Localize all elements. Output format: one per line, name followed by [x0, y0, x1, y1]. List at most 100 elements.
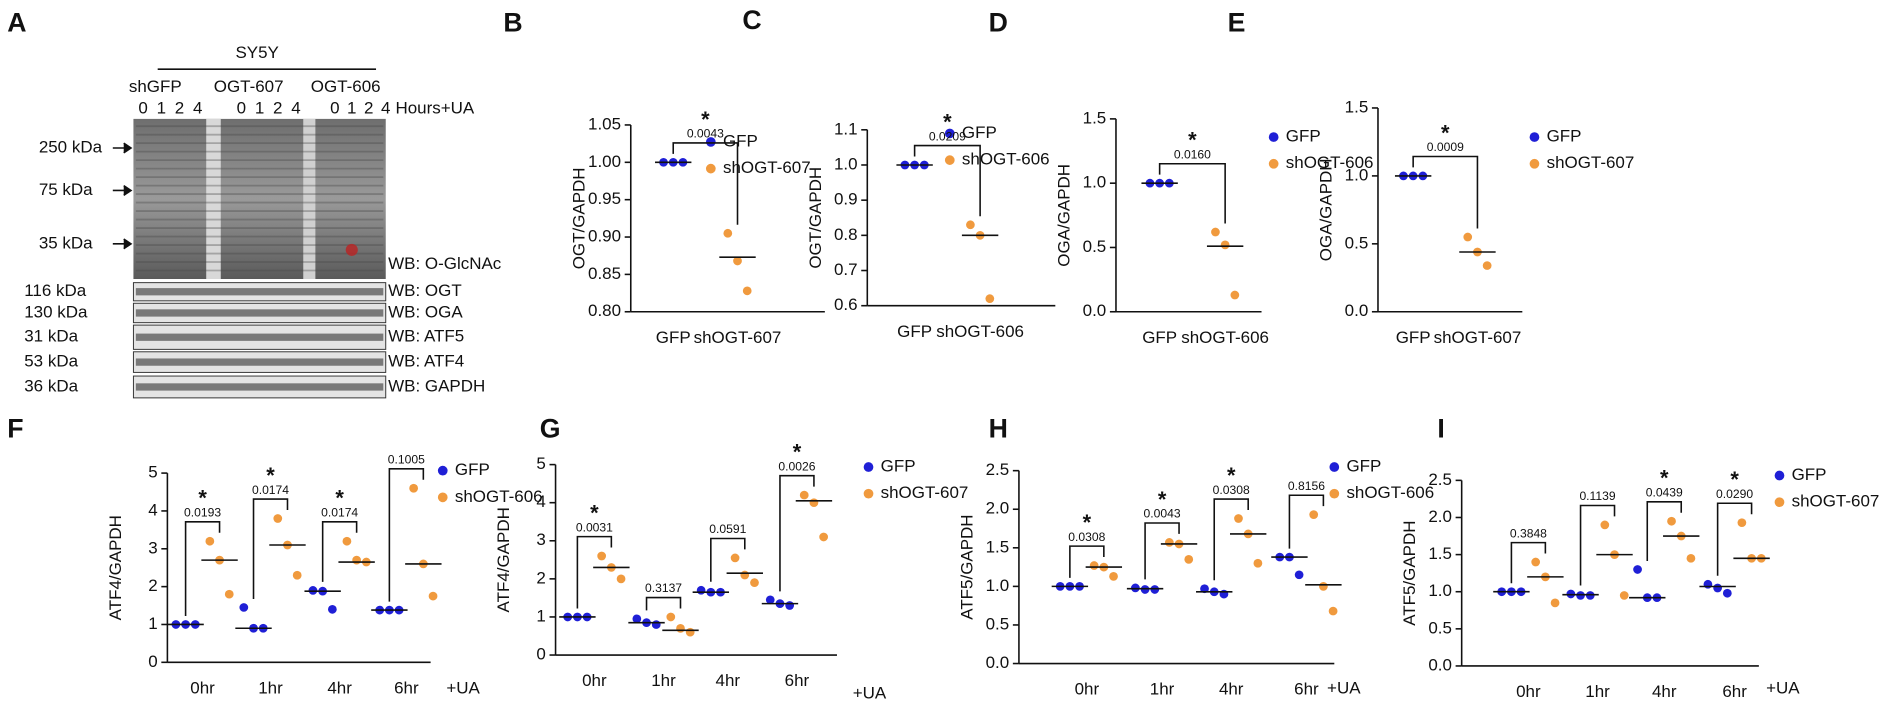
data-point [1686, 553, 1696, 563]
legend-label: GFP [1286, 127, 1321, 146]
data-point [1600, 520, 1610, 530]
significance-bracket [779, 474, 815, 592]
significance-bracket [321, 521, 358, 582]
legend-label: shOGT-607 [1547, 153, 1635, 172]
legend-marker [863, 462, 874, 472]
x-tick-label: 6hr [394, 678, 419, 697]
y-tick-label: 4 [148, 500, 157, 519]
significance-bracket [1412, 155, 1479, 229]
legend-marker [1774, 497, 1785, 508]
data-point [1722, 588, 1732, 598]
x-extra-label: +UA [853, 683, 887, 702]
data-point [616, 574, 626, 584]
data-point [1184, 555, 1194, 564]
data-point [651, 620, 661, 629]
data-point [1319, 582, 1328, 591]
p-value: 0.0043 [687, 127, 724, 141]
data-point [1253, 558, 1263, 568]
strip-band [135, 309, 384, 317]
strip-label: WB: ATF4 [388, 352, 464, 371]
significance-bracket [576, 535, 613, 609]
legend-label: GFP [1792, 465, 1827, 484]
legend-marker [437, 465, 448, 476]
significance-bracket [252, 498, 289, 599]
y-tick-label: 3 [536, 530, 545, 549]
x-tick-label: 0hr [1075, 680, 1100, 699]
data-point [740, 570, 750, 580]
lane-label: 1 [255, 99, 264, 118]
data-point [723, 228, 733, 238]
legend-label: GFP [881, 457, 916, 476]
significance-star: * [590, 501, 599, 526]
lane-label: 1 [157, 99, 166, 118]
significance-bracket [913, 144, 981, 217]
legend-label: GFP [723, 131, 758, 150]
data-point [799, 490, 809, 500]
data-point [1089, 561, 1099, 570]
strip-label: WB: GAPDH [388, 376, 485, 395]
p-value: 0.0439 [1646, 485, 1683, 499]
significance-bracket [1213, 498, 1249, 581]
main-blot [133, 118, 386, 280]
data-point [342, 536, 352, 546]
lane-label: 2 [175, 99, 184, 118]
data-point [1713, 583, 1722, 593]
data-point [1328, 606, 1338, 616]
group-label: shGFP [129, 77, 182, 96]
y-tick-label: 2 [148, 576, 157, 595]
significance-star: * [1227, 463, 1236, 488]
y-tick-label: 1.0 [986, 576, 1010, 595]
p-value: 0.0174 [252, 483, 289, 497]
y-axis-label: OGT/GAPDH [569, 167, 588, 269]
significance-bracket [1646, 500, 1683, 561]
y-tick-label: 5 [148, 463, 157, 482]
data-point [733, 256, 742, 266]
y-tick-label: 1.5 [986, 537, 1010, 556]
y-axis-label: OGA/GAPDH [1055, 164, 1074, 267]
data-point [985, 294, 995, 304]
lane-label: 4 [193, 99, 202, 118]
data-point [1619, 591, 1629, 600]
p-value: 0.0193 [184, 506, 221, 520]
significance-star: * [1730, 467, 1739, 492]
y-tick-label: 0.6 [834, 295, 858, 314]
data-point [1531, 557, 1541, 567]
data-point [1703, 579, 1713, 589]
y-axis-label: ATF5/GAPDH [1400, 521, 1419, 626]
blot-gap [303, 118, 316, 280]
significance-bracket [1288, 494, 1325, 549]
strip-size: 130 kDa [24, 302, 88, 321]
data-point [819, 532, 829, 542]
significance-star: * [943, 110, 952, 135]
y-axis-label: ATF4/GAPDH [106, 515, 125, 620]
significance-star: * [793, 440, 802, 465]
significance-bracket [388, 468, 425, 602]
strip-label: WB: OGA [388, 302, 463, 321]
legend-label: GFP [1547, 127, 1582, 146]
blot-spot [345, 243, 358, 256]
data-point [1633, 565, 1642, 574]
lane-label: 0 [237, 99, 246, 118]
panel-letter: E [1228, 7, 1246, 37]
strip-size: 31 kDa [24, 327, 78, 346]
y-tick-label: 1.5 [1345, 97, 1369, 116]
data-point [1309, 510, 1319, 520]
marker-label: 250 kDa [39, 137, 103, 156]
data-point [742, 286, 752, 296]
y-tick-label: 2 [536, 568, 545, 587]
legend-label: shOGT-607 [1792, 492, 1880, 511]
lane-label: 0 [330, 99, 339, 118]
y-tick-label: 1.0 [834, 154, 858, 173]
data-point [1230, 290, 1240, 300]
data-point [1667, 516, 1676, 526]
panel-letter: D [989, 7, 1008, 37]
data-point [1294, 570, 1304, 580]
legend-marker [1529, 132, 1540, 142]
legend-label: GFP [962, 123, 997, 142]
x-tick-label: GFP [1142, 328, 1177, 347]
marker-arrowhead [123, 184, 133, 196]
data-point [785, 601, 795, 610]
y-tick-label: 0.0 [1345, 301, 1369, 320]
